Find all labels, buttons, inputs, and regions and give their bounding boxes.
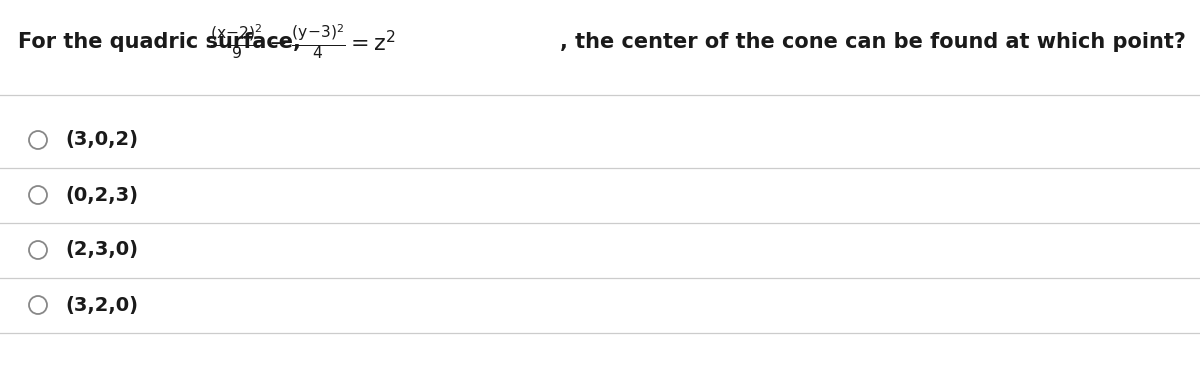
Text: (3,0,2): (3,0,2) (65, 131, 138, 149)
Text: (2,3,0): (2,3,0) (65, 240, 138, 259)
Text: (3,2,0): (3,2,0) (65, 296, 138, 314)
Text: $\mathdefault{\frac{(x{-}2)^2}{9} - \frac{(y{-}3)^2}{4} = z^2}$: $\mathdefault{\frac{(x{-}2)^2}{9} - \fra… (210, 23, 396, 61)
Text: , the center of the cone can be found at which point?: , the center of the cone can be found at… (560, 32, 1186, 52)
Text: For the quadric surface,: For the quadric surface, (18, 32, 301, 52)
Text: (0,2,3): (0,2,3) (65, 185, 138, 205)
